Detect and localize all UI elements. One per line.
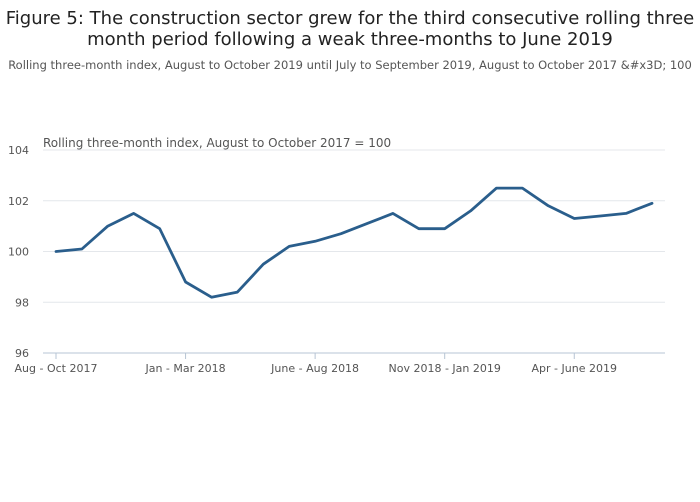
data-point[interactable]	[545, 203, 551, 209]
data-point[interactable]	[494, 185, 500, 191]
data-point[interactable]	[79, 246, 85, 252]
data-point[interactable]	[260, 261, 266, 267]
series-layer	[53, 185, 655, 300]
data-point[interactable]	[364, 221, 370, 227]
data-point[interactable]	[183, 279, 189, 285]
data-point[interactable]	[286, 243, 292, 249]
y-tick-label: 104	[8, 144, 29, 157]
data-point[interactable]	[519, 185, 525, 191]
x-tick-label: June - Aug 2018	[270, 362, 359, 375]
y-tick-label: 102	[8, 195, 29, 208]
data-point[interactable]	[468, 208, 474, 214]
data-point[interactable]	[338, 231, 344, 237]
x-tick-label: Jan - Mar 2018	[144, 362, 225, 375]
y-tick-label: 100	[8, 246, 29, 259]
chart-subtitle: Rolling three-month index, August to Oct…	[8, 58, 692, 72]
data-point[interactable]	[390, 210, 396, 216]
chart-title: Figure 5: The construction sector grew f…	[5, 8, 695, 50]
data-point[interactable]	[234, 289, 240, 295]
x-axis-ticks: Aug - Oct 2017 Jan - Mar 2018 June - Aug 2…	[15, 353, 617, 375]
y-axis-ticks: 96 98 100 102 104	[8, 144, 29, 360]
x-tick-label: Nov 2018 - Jan 2019	[389, 362, 501, 375]
data-point[interactable]	[131, 210, 137, 216]
data-point[interactable]	[597, 213, 603, 219]
data-point[interactable]	[649, 200, 655, 206]
data-point[interactable]	[571, 216, 577, 222]
data-point[interactable]	[416, 226, 422, 232]
y-tick-label: 98	[15, 296, 29, 309]
data-point[interactable]	[53, 249, 59, 255]
gridlines	[43, 149, 665, 303]
data-point[interactable]	[157, 226, 163, 232]
x-tick-label: Aug - Oct 2017	[15, 362, 98, 375]
y-tick-label: 96	[15, 347, 29, 360]
series-line	[54, 186, 654, 299]
data-point[interactable]	[442, 226, 448, 232]
data-point[interactable]	[623, 210, 629, 216]
data-point[interactable]	[105, 223, 111, 229]
data-point[interactable]	[312, 238, 318, 244]
x-tick-label: Apr - June 2019	[532, 362, 617, 375]
y-axis-label: Rolling three-month index, August to Oct…	[43, 136, 391, 150]
data-point[interactable]	[208, 294, 214, 300]
